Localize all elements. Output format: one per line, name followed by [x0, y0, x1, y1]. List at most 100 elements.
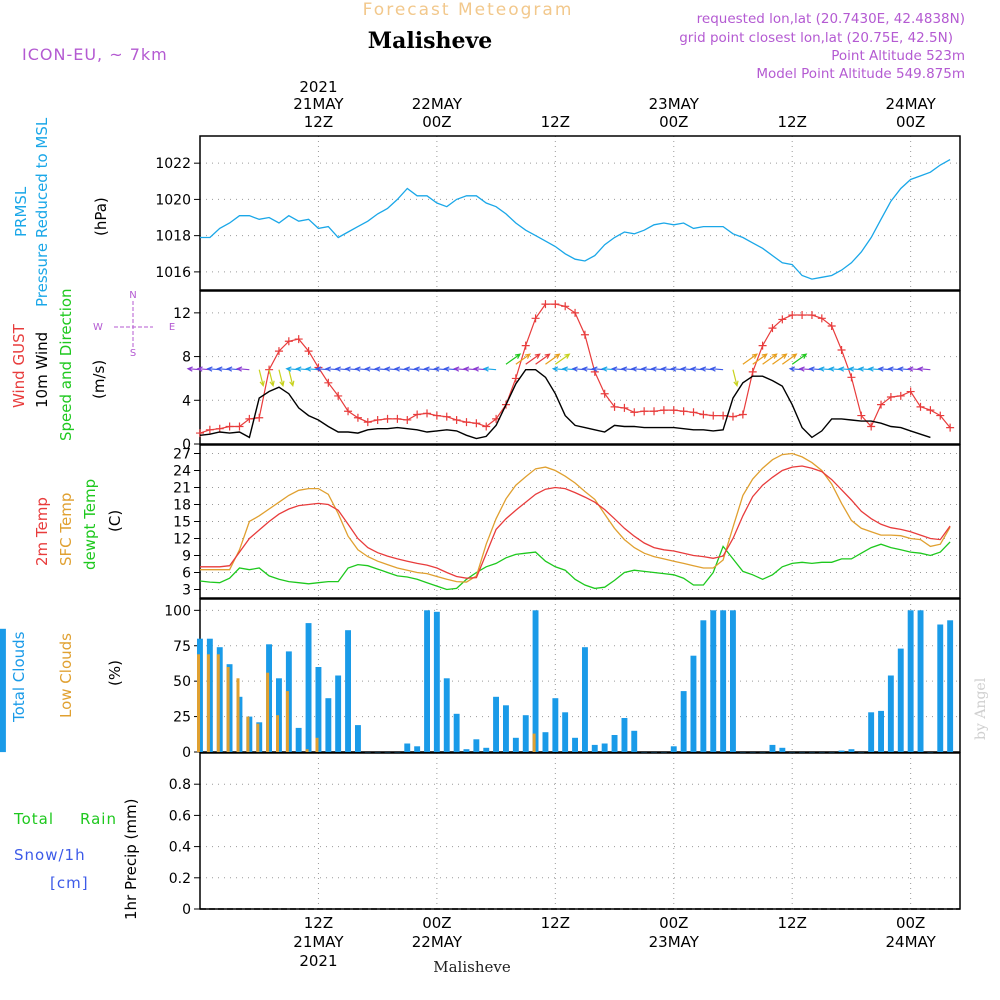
wind-arrow — [732, 369, 739, 388]
clouds-ytick-label: 100 — [164, 603, 191, 619]
supertitle: Forecast Meteogram — [363, 0, 574, 20]
gust-point — [798, 311, 807, 320]
total-cloud-bar — [276, 678, 282, 752]
wind-arrow — [742, 353, 758, 365]
total-cloud-bar — [433, 611, 440, 753]
total-cloud-bar — [887, 675, 894, 752]
wind-unit: (m/s) — [90, 360, 108, 399]
temp-ytick-label: 24 — [173, 464, 191, 480]
compass-w: W — [93, 322, 103, 333]
gust-point — [452, 415, 461, 424]
gust-point — [857, 411, 866, 420]
gust-point — [807, 311, 816, 320]
top-time-label: 12Z — [541, 113, 570, 131]
wind-arrow — [515, 353, 531, 365]
wind-arrow — [443, 366, 457, 372]
wind-ytick-label: 8 — [182, 350, 191, 366]
pressure-frame — [199, 135, 961, 291]
wind-arrow — [630, 366, 645, 372]
wind-panel: 0 4 8 12 — [173, 290, 961, 453]
top-time-label: 2021 — [299, 78, 337, 96]
prmsl-series-line — [200, 159, 951, 280]
wind-arrow — [453, 366, 467, 372]
wind-ytick-label: 4 — [182, 393, 191, 409]
total-cloud-bar — [730, 610, 736, 752]
gust-point — [255, 413, 264, 422]
wind-arrow — [364, 366, 378, 372]
low-cloud-bar — [197, 654, 200, 753]
total-cloud-bar — [325, 698, 332, 752]
precip-ytick-label: 0.6 — [169, 808, 191, 824]
temp-unit: (C) — [106, 510, 124, 532]
precip-ytick-label: 0.8 — [169, 777, 191, 793]
wind-arrow — [897, 366, 911, 372]
wind-arrow — [561, 366, 576, 372]
bottom-time-label: 00Z — [659, 914, 688, 932]
total-cloud-bar — [345, 630, 351, 752]
total-cloud-bar — [897, 648, 904, 752]
compass-icon: N S W E — [93, 290, 175, 359]
total-cloud-bar — [779, 747, 786, 753]
precip-ytick-label: 0.4 — [169, 840, 191, 856]
precip-ytick-label: 0 — [182, 902, 191, 918]
wind-arrow — [857, 366, 872, 372]
gust-point — [650, 407, 659, 416]
gust-point — [472, 419, 481, 428]
wind-arrow — [877, 366, 891, 372]
wind-arrow — [620, 366, 635, 372]
low-cloud-bar — [285, 691, 289, 752]
wind-arrow — [591, 366, 605, 372]
top-time-label: 21MAY — [293, 95, 344, 113]
total-cloud-bar — [453, 713, 460, 753]
point-altitude: Point Altitude 523m — [831, 48, 965, 64]
gust-point — [926, 406, 935, 415]
total-cloud-bar — [611, 735, 618, 752]
low-clouds-label: Low Clouds — [57, 633, 75, 718]
total-cloud-bar — [680, 691, 687, 752]
total-cloud-bar — [414, 746, 421, 752]
wind-arrow — [640, 366, 655, 372]
wind-arrow — [344, 366, 358, 372]
wind-arrow — [462, 366, 477, 372]
wind-arrow — [433, 366, 447, 372]
total-cloud-bar — [937, 624, 944, 752]
wind-arrow — [374, 366, 388, 372]
wind-ytick-label: 0 — [182, 437, 191, 453]
precip-labels: Total Rain Snow/1h [cm] 1hr Precip (mm) — [13, 799, 140, 920]
temp-ytick-label: 3 — [182, 583, 191, 599]
gust-point — [659, 406, 668, 415]
compass-e: E — [169, 322, 175, 333]
gust-point — [689, 408, 698, 417]
wind-arrow — [268, 369, 275, 388]
total-cloud-bar — [572, 737, 578, 752]
total-cloud-bar — [601, 743, 608, 752]
wind-arrow — [847, 366, 862, 372]
wind-arrow — [196, 366, 210, 372]
gust-point — [630, 408, 639, 417]
bottom-time-label: 23MAY — [649, 933, 700, 951]
top-time-label: 24MAY — [886, 95, 937, 113]
gust-point — [571, 308, 580, 317]
wind-arrow — [403, 366, 418, 372]
gust-point — [541, 300, 550, 309]
gust-point — [946, 423, 955, 432]
wind-arrow — [791, 353, 808, 365]
pressure-label-msl: Pressure Reduced to MSL — [33, 117, 51, 307]
wind-arrow — [226, 366, 240, 372]
temp-dewpt-label: dewpt Temp — [81, 479, 99, 570]
total-cloud-bar — [473, 739, 480, 753]
total-cloud-bar — [493, 696, 499, 753]
total-cloud-bar — [542, 732, 549, 752]
wind-arrow — [838, 366, 852, 372]
total-rain-label-b: Rain — [80, 810, 117, 828]
total-rain-label-a: Total — [13, 810, 54, 828]
total-cloud-bar — [562, 712, 569, 752]
wind-arrow — [554, 353, 571, 365]
gust-point — [896, 391, 905, 400]
snow-unit-label: [cm] — [50, 874, 89, 892]
compass-n: N — [129, 290, 136, 301]
temp-ytick-label: 6 — [182, 566, 191, 582]
gust-point — [274, 347, 283, 356]
total-cloud-bar — [295, 727, 302, 752]
